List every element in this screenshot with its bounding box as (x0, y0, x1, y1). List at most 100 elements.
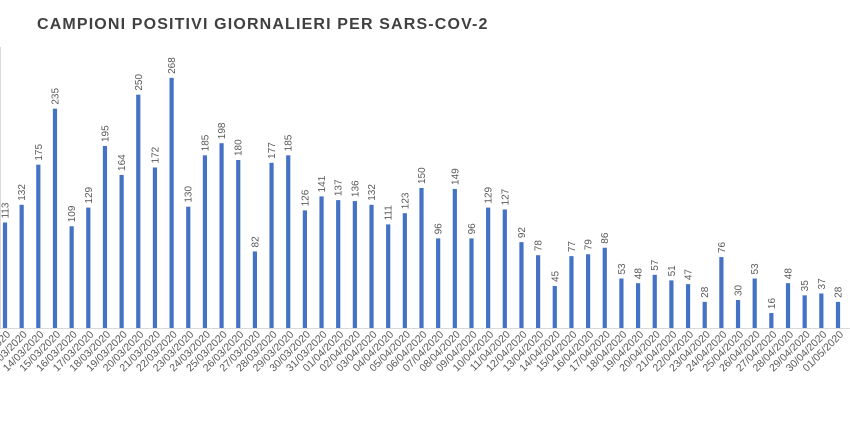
data-label-8: 164 (117, 154, 128, 171)
bar-42 (685, 284, 691, 328)
data-label-31: 127 (500, 188, 511, 205)
data-labels-group: 113 132 175 235 109 129 195 164 250 172 268 130 185 1… (1, 57, 845, 309)
data-label-51: 28 (834, 286, 845, 298)
data-label-33: 78 (534, 240, 545, 252)
bar-49 (802, 295, 807, 328)
bar-2 (19, 204, 24, 328)
bar-40 (652, 274, 657, 328)
data-label-32: 92 (517, 227, 528, 239)
bar-8 (119, 174, 124, 328)
data-label-28: 149 (450, 168, 461, 185)
data-label-29: 96 (467, 223, 478, 235)
bar-17 (269, 162, 274, 328)
chart-title: CAMPIONI POSITIVI GIORNALIERI PER SARS-C… (37, 16, 489, 33)
bar-20 (319, 196, 324, 328)
data-label-23: 132 (367, 184, 378, 201)
data-label-11: 268 (167, 57, 178, 74)
data-label-2: 132 (17, 184, 28, 201)
data-label-26: 150 (417, 167, 428, 184)
data-label-46: 53 (750, 263, 761, 275)
data-label-18: 185 (284, 134, 295, 151)
data-label-40: 57 (650, 259, 661, 271)
data-label-13: 185 (200, 134, 211, 151)
bar-22 (352, 201, 357, 328)
bar-4 (52, 108, 58, 328)
bar-7 (102, 146, 108, 328)
data-label-24: 111 (384, 205, 395, 221)
bar-29 (469, 238, 474, 328)
data-label-3: 175 (34, 144, 45, 161)
data-label-9: 250 (134, 74, 145, 91)
data-label-37: 86 (600, 232, 611, 244)
x-tick-labels-group: 12/03/202013/03/202014/03/202015/03/2020… (0, 329, 846, 375)
bar-24 (386, 224, 391, 328)
data-label-30: 129 (484, 186, 495, 203)
bar-19 (302, 210, 307, 328)
bar-33 (536, 255, 541, 328)
data-label-25: 123 (400, 192, 411, 209)
data-label-43: 28 (700, 286, 711, 298)
data-label-49: 35 (800, 280, 811, 292)
bar-27 (436, 238, 441, 328)
bar-39 (635, 283, 641, 328)
bar-41 (669, 280, 674, 328)
data-label-6: 129 (84, 186, 95, 203)
bar-18 (286, 155, 291, 328)
bar-30 (486, 207, 491, 328)
data-label-10: 172 (150, 146, 161, 163)
data-label-15: 180 (234, 139, 245, 156)
data-label-12: 130 (184, 186, 195, 203)
bar-43 (702, 301, 707, 328)
data-label-5: 109 (67, 205, 78, 222)
bar-37 (602, 247, 607, 328)
data-label-22: 136 (350, 180, 361, 197)
data-label-16: 82 (250, 236, 261, 248)
bar-31 (502, 209, 507, 328)
data-label-27: 96 (434, 223, 445, 235)
bar-10 (152, 167, 158, 328)
bars-group (2, 77, 841, 329)
bar-38 (619, 278, 624, 328)
data-label-44: 76 (717, 242, 728, 254)
bar-50 (819, 293, 824, 328)
bar-28 (452, 188, 457, 328)
data-label-48: 48 (784, 268, 795, 280)
bar-36 (586, 254, 591, 328)
data-label-35: 77 (567, 241, 578, 253)
data-label-47: 16 (767, 298, 778, 310)
data-label-17: 177 (267, 142, 278, 159)
bar-48 (785, 283, 791, 328)
bar-23 (369, 204, 374, 328)
bar-44 (719, 257, 724, 328)
bar-3 (36, 164, 41, 328)
bar-47 (769, 313, 774, 328)
data-label-41: 51 (667, 265, 678, 277)
bar-1 (2, 222, 8, 328)
bar-51 (835, 301, 841, 328)
data-label-36: 79 (584, 239, 595, 251)
bar-9 (136, 94, 141, 328)
data-label-38: 53 (617, 263, 628, 275)
data-label-34: 45 (550, 270, 561, 282)
bar-32 (519, 242, 524, 328)
data-label-45: 30 (734, 284, 745, 296)
bar-5 (69, 226, 74, 328)
data-label-19: 126 (300, 189, 311, 206)
data-label-21: 137 (334, 179, 345, 196)
data-label-42: 47 (684, 269, 695, 281)
data-label-50: 37 (817, 278, 828, 290)
bar-45 (735, 300, 741, 328)
bar-34 (552, 286, 557, 328)
data-label-39: 48 (634, 268, 645, 280)
bar-26 (419, 188, 424, 328)
bar-13 (202, 155, 208, 328)
bar-11 (169, 77, 174, 329)
bar-21 (336, 200, 341, 328)
data-label-7: 195 (100, 125, 111, 142)
bar-16 (252, 251, 257, 328)
data-label-4: 235 (50, 88, 61, 105)
bar-6 (86, 207, 91, 328)
bar-14 (219, 143, 224, 328)
